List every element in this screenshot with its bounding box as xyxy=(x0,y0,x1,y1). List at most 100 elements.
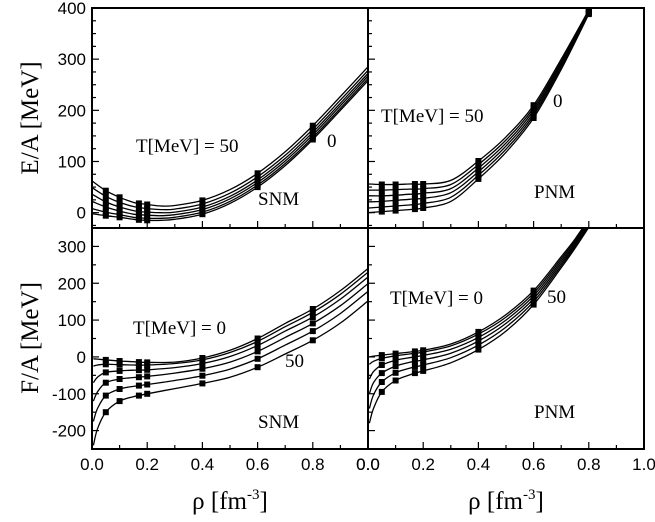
data-point-4-5 xyxy=(475,165,482,172)
annotation-temperature-label: T[MeV] = 0 xyxy=(133,318,226,339)
data-point-2-4 xyxy=(144,215,151,222)
data-point-1-5 xyxy=(475,175,482,182)
series-line-4 xyxy=(368,228,588,395)
data-point-4-7 xyxy=(309,320,316,327)
data-point-6-4 xyxy=(144,390,151,397)
data-point-5-4 xyxy=(420,362,427,368)
x-tick-label: 0.6 xyxy=(246,455,270,474)
data-point-6-5 xyxy=(475,158,482,164)
data-point-2-3 xyxy=(135,214,142,221)
data-point-3-3 xyxy=(411,195,418,202)
data-point-1-3 xyxy=(411,206,418,213)
y-tick-label: -100 xyxy=(52,385,86,404)
y-tick-label: 0 xyxy=(77,348,86,367)
data-point-3-1 xyxy=(378,362,385,368)
series-line-2 xyxy=(92,78,368,220)
data-point-6-7 xyxy=(309,337,316,344)
annotation-pnm-label: PNM xyxy=(534,402,575,423)
data-point-4-5 xyxy=(199,365,206,372)
data-point-4-4 xyxy=(420,356,427,363)
data-point-6-4 xyxy=(420,181,427,187)
data-point-4-3 xyxy=(411,191,418,198)
data-point-4-4 xyxy=(144,209,151,216)
x-axis-title-exponent: -3 xyxy=(247,487,260,503)
series-line-6 xyxy=(368,228,590,424)
y-tick-label: -200 xyxy=(52,422,86,441)
data-point-5-5 xyxy=(199,372,206,379)
data-point-3-2 xyxy=(392,197,399,204)
data-point-2-1 xyxy=(102,209,109,216)
data-point-5-1 xyxy=(378,379,385,385)
data-point-6-3 xyxy=(135,200,142,207)
data-point-2-2 xyxy=(116,211,123,218)
series-line-1 xyxy=(92,80,368,222)
series-line-4 xyxy=(92,73,368,214)
data-point-3-2 xyxy=(392,357,399,364)
data-point-2-5 xyxy=(475,172,482,179)
data-point-5-2 xyxy=(392,186,399,193)
top-right-annotations: T[MeV] = 50 0 PNM xyxy=(381,91,575,203)
data-point-6-7 xyxy=(309,122,316,129)
data-point-4-3 xyxy=(135,374,142,381)
data-point-2-2 xyxy=(392,203,399,209)
data-point-6-5 xyxy=(199,380,206,387)
data-point-3-1 xyxy=(102,369,109,376)
data-point-1-7 xyxy=(309,306,316,312)
data-point-3-2 xyxy=(116,208,123,215)
data-point-6-3 xyxy=(411,181,418,187)
data-point-1-1 xyxy=(378,352,385,359)
data-point-2-2 xyxy=(392,352,399,359)
data-point-1-2 xyxy=(392,207,399,214)
x-axis-title-bracket: ] xyxy=(536,488,544,515)
data-point-6-6 xyxy=(530,301,537,308)
data-point-6-2 xyxy=(116,194,123,201)
data-point-5-7 xyxy=(309,328,316,335)
data-point-5-1 xyxy=(378,187,385,194)
bottom-left-annotations: T[MeV] = 0 50 SNM xyxy=(133,318,304,433)
data-point-4-6 xyxy=(254,348,261,355)
x-tick-label: 1.0 xyxy=(632,455,655,474)
data-point-5-3 xyxy=(135,204,142,211)
axis-ticks: 0 100 200 300 400 -200 -100 0 100 200 300 0.0 0.2 0.4… xyxy=(52,0,655,474)
data-point-5-2 xyxy=(116,199,123,206)
data-point-5-1 xyxy=(102,392,109,399)
data-point-4-2 xyxy=(116,204,123,210)
x-axis-title-main: ρ [fm xyxy=(468,488,523,515)
data-point-5-7 xyxy=(309,126,316,133)
y-tick-label: 300 xyxy=(58,237,86,256)
y-tick-label: 0 xyxy=(77,204,86,223)
y-tick-label: 300 xyxy=(58,50,86,69)
data-point-2-5 xyxy=(475,331,482,338)
data-point-3-1 xyxy=(378,198,385,205)
data-point-3-6 xyxy=(254,342,261,349)
annotation-temperature-label: T[MeV] = 50 xyxy=(381,106,484,127)
data-point-6-5 xyxy=(199,197,206,204)
x-axis-title-left: ρ [fm-3] xyxy=(192,487,268,515)
data-point-6-1 xyxy=(378,181,385,188)
annotation-zero-label: 0 xyxy=(553,91,563,112)
data-point-6-2 xyxy=(116,398,123,405)
x-axis-title-exponent: -3 xyxy=(523,487,536,503)
data-point-5-1 xyxy=(102,193,109,200)
data-point-6-6 xyxy=(254,364,261,371)
data-point-1-1 xyxy=(378,208,385,215)
series-line-5 xyxy=(92,290,368,422)
data-point-6-6 xyxy=(254,170,261,177)
data-point-2-4 xyxy=(144,362,151,368)
x-tick-label: 0.4 xyxy=(467,455,491,474)
annotation-fifty-label: 50 xyxy=(285,351,304,372)
data-point-6-2 xyxy=(392,377,399,384)
data-point-1-4 xyxy=(420,205,427,211)
annotation-fifty-label: 50 xyxy=(547,287,566,308)
data-point-5-4 xyxy=(420,185,427,192)
data-point-3-7 xyxy=(309,314,316,321)
x-tick-label: 0.0 xyxy=(80,455,104,474)
x-axis-title-main: ρ [fm xyxy=(192,488,247,515)
data-point-4-3 xyxy=(411,358,418,365)
series-line-5 xyxy=(92,69,368,211)
annotation-snm-label: SNM xyxy=(258,412,299,433)
series-line-3 xyxy=(92,75,368,217)
data-point-3-3 xyxy=(411,353,418,360)
series-line-1 xyxy=(93,267,368,364)
x-tick-label: 0.6 xyxy=(522,455,546,474)
